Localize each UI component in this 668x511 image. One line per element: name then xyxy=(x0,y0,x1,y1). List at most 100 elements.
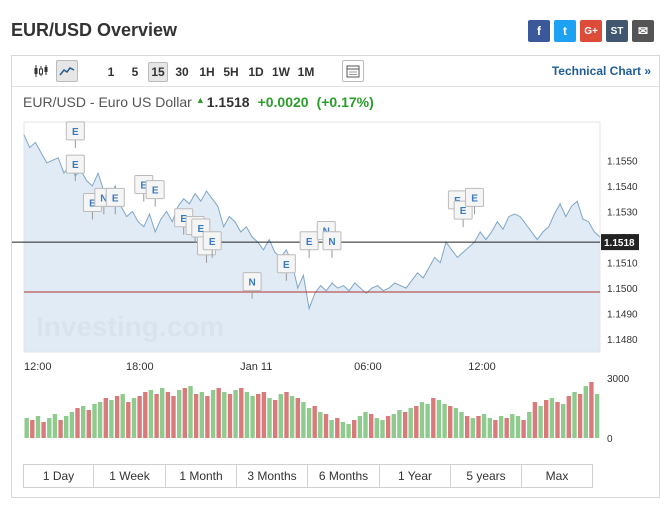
timeframe-1d[interactable]: 1D xyxy=(248,65,264,79)
timeframe-30[interactable]: 30 xyxy=(175,65,189,79)
volume-bar xyxy=(143,392,148,438)
volume-bar xyxy=(589,382,594,438)
volume-bar xyxy=(459,412,464,438)
volume-bar xyxy=(35,416,41,438)
chart-area[interactable]: Investing.com1.15501.15401.15301.15201.1… xyxy=(12,116,659,451)
volume-bar xyxy=(205,396,210,438)
event-marker[interactable]: N xyxy=(242,272,262,299)
last-price: 1.1518 xyxy=(206,94,250,110)
volume-bar xyxy=(555,402,560,438)
volume-bar xyxy=(521,420,526,438)
event-marker[interactable]: E xyxy=(276,254,296,281)
volume-bar xyxy=(233,390,238,438)
event-marker-label: E xyxy=(460,206,467,217)
timeframe-1[interactable]: 1 xyxy=(107,65,115,79)
email-icon[interactable]: ✉ xyxy=(632,20,654,42)
event-marker-box xyxy=(105,187,125,207)
x-tick-label: 12:00 xyxy=(468,361,496,373)
stocktwits-icon[interactable]: ST xyxy=(606,20,628,42)
range-1-year[interactable]: 1 Year xyxy=(380,465,451,487)
volume-bar xyxy=(227,394,233,438)
volume-bar xyxy=(442,404,447,438)
event-marker-label: E xyxy=(72,160,79,171)
volume-bar xyxy=(154,394,159,438)
volume-bar xyxy=(261,392,267,438)
volume-bar xyxy=(81,406,86,438)
volume-bar xyxy=(165,392,171,438)
volume-bar xyxy=(47,418,52,438)
volume-bar xyxy=(126,402,131,438)
volume-bar xyxy=(425,404,430,438)
event-marker[interactable]: E xyxy=(65,121,85,148)
event-marker[interactable]: E xyxy=(299,231,319,258)
volume-bar xyxy=(329,420,334,438)
volume-bar xyxy=(380,420,385,438)
event-marker[interactable]: E xyxy=(105,187,125,215)
event-marker-box xyxy=(65,154,85,174)
volume-bar xyxy=(402,412,408,438)
event-marker-box xyxy=(145,180,165,200)
volume-bar xyxy=(527,412,532,438)
range-3-months[interactable]: 3 Months xyxy=(237,465,308,487)
event-marker-label: E xyxy=(197,224,204,235)
timeframe-1w[interactable]: 1W xyxy=(272,65,290,79)
line-chart-icon[interactable] xyxy=(56,60,78,82)
y-tick-label: 1.1510 xyxy=(607,259,638,270)
volume-bar xyxy=(109,400,114,438)
volume-bar xyxy=(363,412,368,438)
range-5-years[interactable]: 5 years xyxy=(451,465,522,487)
google-plus-icon[interactable]: G+ xyxy=(580,20,602,42)
event-marker-label: E xyxy=(112,193,119,204)
event-marker[interactable]: E xyxy=(145,180,165,207)
facebook-icon[interactable]: f xyxy=(528,20,550,42)
volume-bar xyxy=(92,404,97,438)
range-6-months[interactable]: 6 Months xyxy=(308,465,380,487)
volume-bar xyxy=(481,414,487,438)
volume-bar xyxy=(182,388,187,438)
volume-bar xyxy=(131,398,137,438)
volume-bar xyxy=(199,392,204,438)
volume-bar xyxy=(160,388,165,438)
timeframe-1m[interactable]: 1M xyxy=(297,65,315,79)
range-1-day[interactable]: 1 Day xyxy=(24,465,94,487)
last-price-tag xyxy=(601,234,639,251)
volume-bar xyxy=(222,392,227,438)
volume-bar xyxy=(24,418,29,438)
volume-bar xyxy=(374,418,379,438)
volume-bar xyxy=(532,402,538,438)
price-chart[interactable]: Investing.com1.15501.15401.15301.15201.1… xyxy=(12,116,659,446)
volume-bar xyxy=(318,412,323,438)
event-marker[interactable]: E xyxy=(465,187,485,215)
page-title: EUR/USD Overview xyxy=(11,20,178,40)
volume-bar xyxy=(419,402,425,438)
volume-bar xyxy=(148,390,154,438)
quote-line: EUR/USD - Euro US Dollar ▲ 1.1518 +0.0020 (+… xyxy=(23,94,374,110)
range-1-month[interactable]: 1 Month xyxy=(166,465,237,487)
volume-bar xyxy=(177,390,182,438)
twitter-icon[interactable]: t xyxy=(554,20,576,42)
volume-bar xyxy=(465,416,470,438)
x-tick-label: Jan 11 xyxy=(240,361,272,373)
calendar-icon[interactable] xyxy=(342,60,364,82)
volume-bar xyxy=(397,410,402,438)
volume-bar xyxy=(487,418,492,438)
technical-chart-link[interactable]: Technical Chart » xyxy=(551,64,651,78)
timeframe-5h[interactable]: 5H xyxy=(223,65,239,79)
event-marker[interactable]: N xyxy=(322,231,342,258)
timeframe-15[interactable]: 15 xyxy=(148,62,168,82)
range-1-week[interactable]: 1 Week xyxy=(94,465,166,487)
range-selector: 1 Day 1 Week 1 Month 3 Months 6 Months 1… xyxy=(23,464,593,488)
candlestick-chart-icon[interactable] xyxy=(30,60,52,82)
volume-bar xyxy=(515,416,521,438)
event-marker[interactable]: E xyxy=(65,154,85,182)
volume-bar xyxy=(335,418,340,438)
event-marker[interactable]: E xyxy=(202,231,222,258)
y-tick-label: 1.1540 xyxy=(607,182,638,193)
volume-bar xyxy=(267,398,272,438)
volume-bar xyxy=(346,424,351,438)
volume-bar xyxy=(301,402,306,438)
volume-bar xyxy=(538,406,543,438)
timeframe-5[interactable]: 5 xyxy=(131,65,139,79)
range-max[interactable]: Max xyxy=(522,465,592,487)
timeframe-1h[interactable]: 1H xyxy=(199,65,215,79)
